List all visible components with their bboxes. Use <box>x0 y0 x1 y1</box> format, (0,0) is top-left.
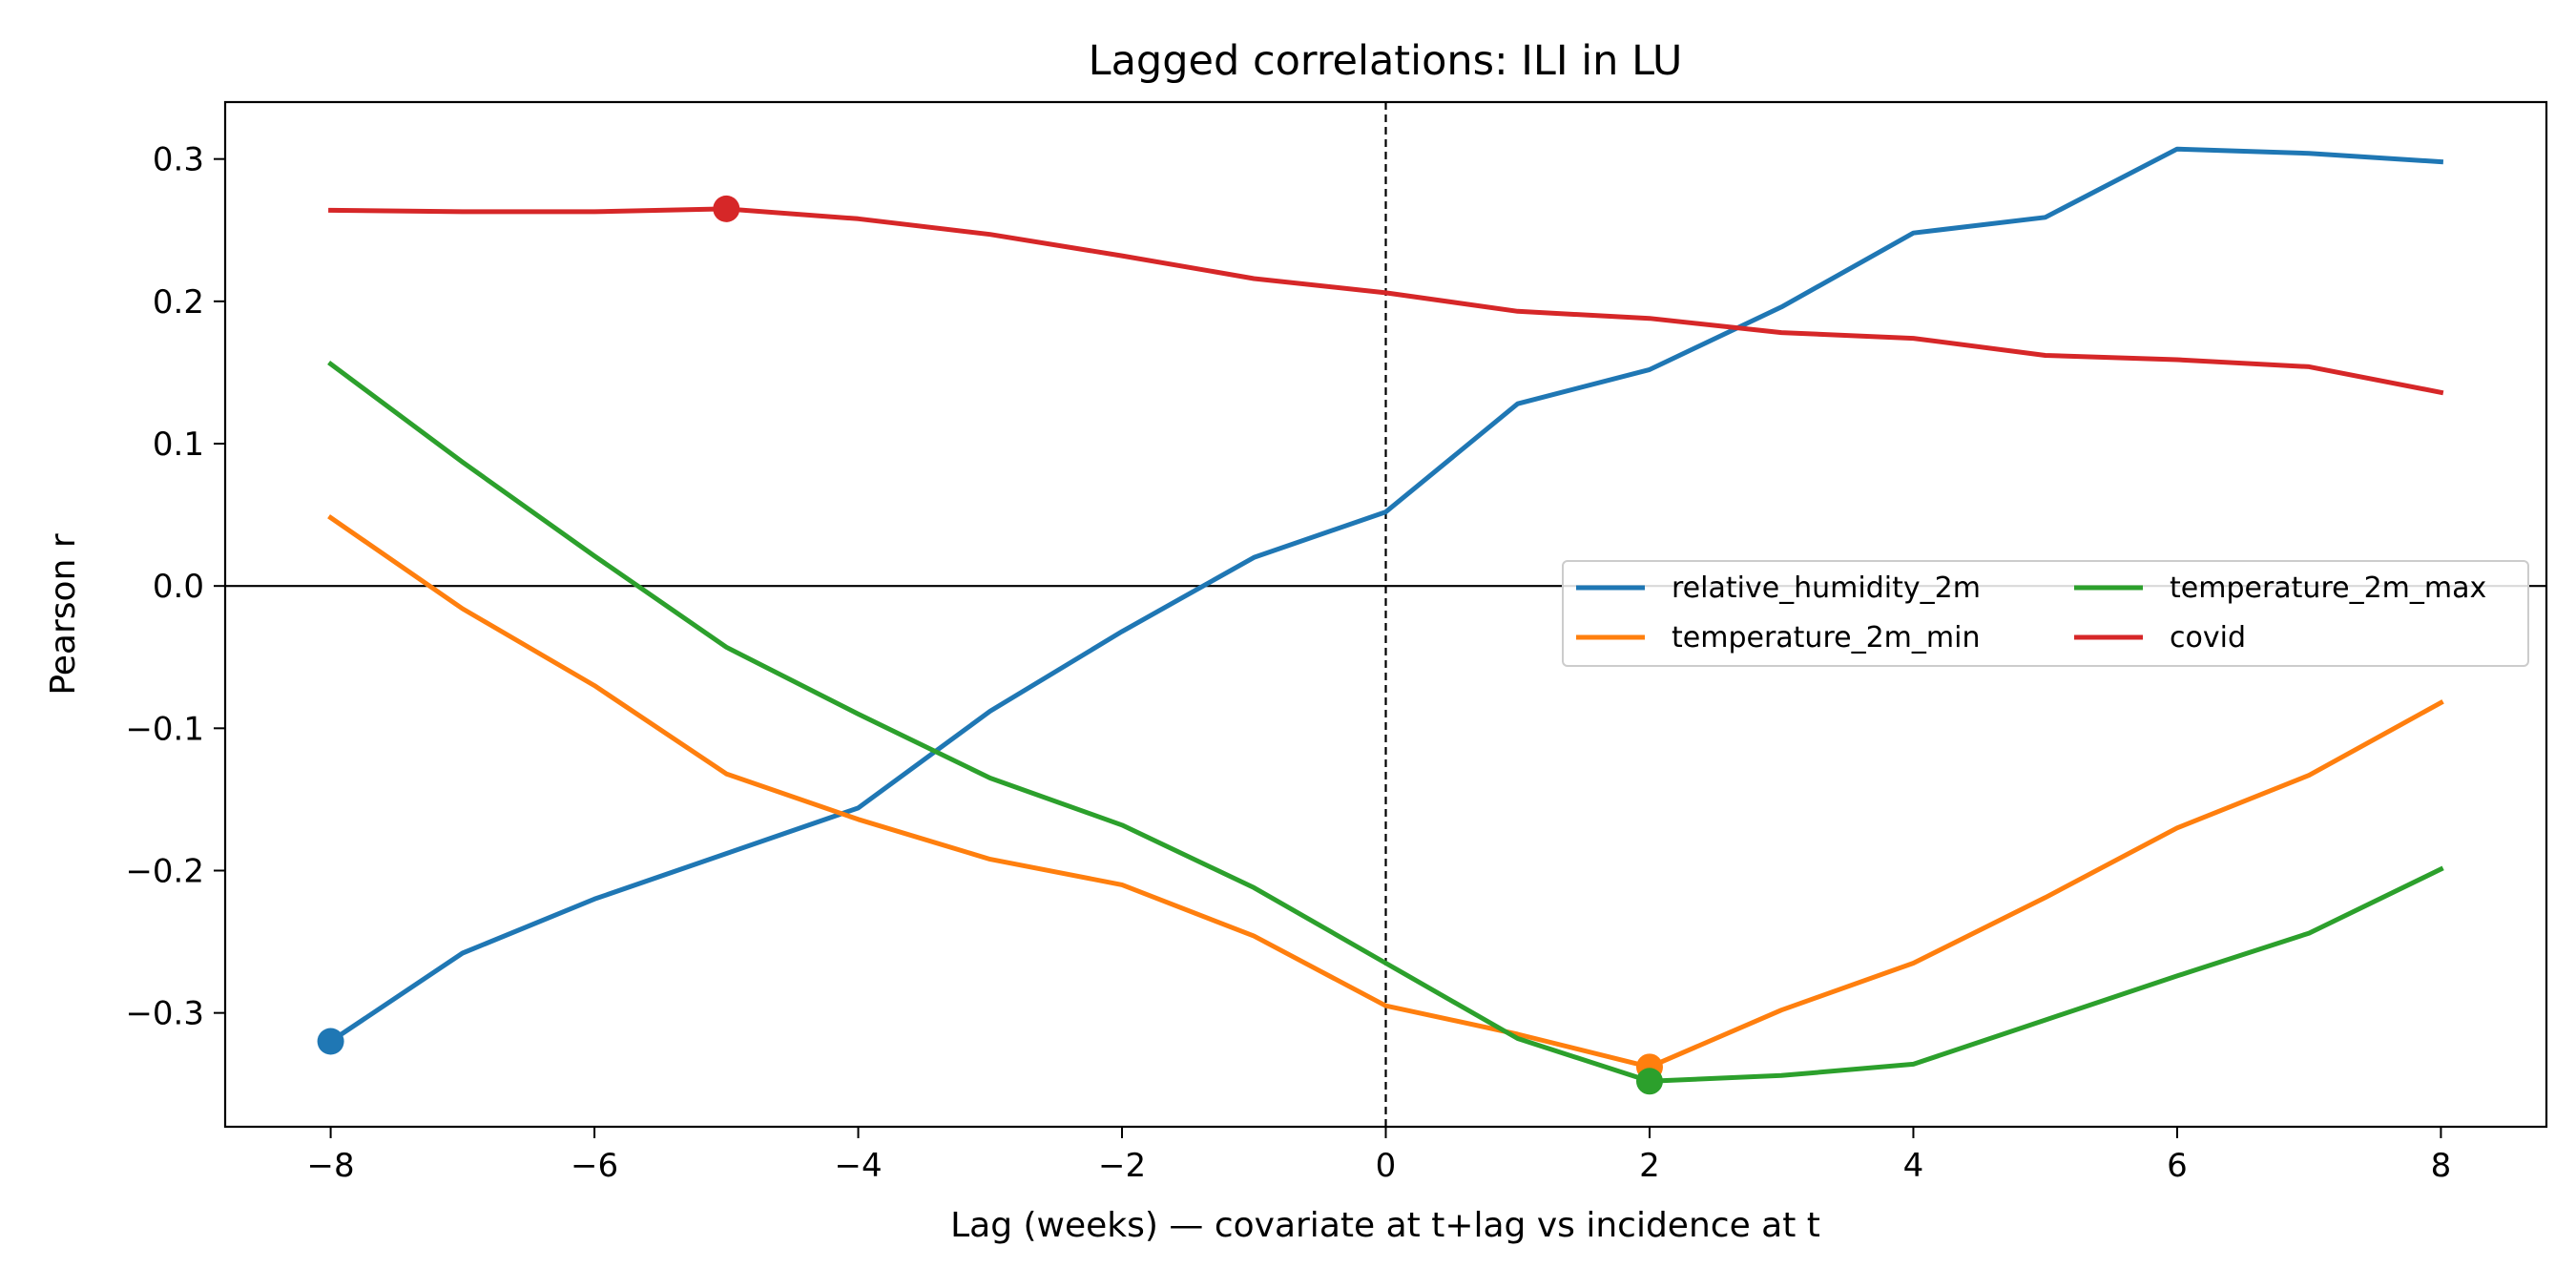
x-tick-label: −6 <box>571 1147 618 1185</box>
peak-marker-relative_humidity_2m <box>317 1028 344 1055</box>
x-tick-label: 8 <box>2431 1147 2452 1185</box>
y-tick-label: 0.0 <box>153 568 204 606</box>
x-tick-label: −4 <box>834 1147 882 1185</box>
legend-label-temperature_2m_max: temperature_2m_max <box>2170 571 2486 605</box>
y-tick-label: −0.1 <box>125 710 204 748</box>
chart-title: Lagged correlations: ILI in LU <box>1089 37 1683 85</box>
x-axis-ticks: −8 −6 −4 −2 0 2 4 6 8 <box>307 1127 2452 1185</box>
legend-label-covid: covid <box>2170 621 2246 654</box>
x-axis-label: Lag (weeks) — covariate at t+lag vs inci… <box>950 1206 1820 1245</box>
y-tick-label: 0.1 <box>153 426 204 464</box>
y-tick-label: 0.2 <box>153 283 204 322</box>
legend-label-temperature_2m_min: temperature_2m_min <box>1672 621 1980 654</box>
x-tick-label: 4 <box>1903 1147 1924 1185</box>
chart-legend: relative_humidity_2m temperature_2m_min te… <box>1562 560 2529 667</box>
legend-box <box>1562 560 2529 667</box>
peak-marker-covid <box>713 195 740 222</box>
x-tick-label: 2 <box>1639 1147 1660 1185</box>
plot-area <box>225 102 2546 1127</box>
y-axis-label: Pearson r <box>44 533 83 695</box>
y-tick-label: 0.3 <box>153 141 204 179</box>
y-axis-ticks: −0.3 −0.2 −0.1 0.0 0.1 0.2 0.3 <box>125 141 225 1033</box>
peak-marker-temperature_2m_max <box>1635 1068 1663 1095</box>
series-line-covid <box>328 206 2444 396</box>
legend-label-relative_humidity_2m: relative_humidity_2m <box>1672 571 1981 605</box>
series-line-temperature_2m_min <box>327 514 2444 1070</box>
series-line-temperature_2m_max <box>327 361 2444 1084</box>
series-line-relative_humidity_2m <box>327 146 2444 1045</box>
x-tick-label: −8 <box>307 1147 355 1185</box>
x-tick-label: 0 <box>1376 1147 1397 1185</box>
x-tick-label: −2 <box>1098 1147 1146 1185</box>
x-tick-label: 6 <box>2167 1147 2188 1185</box>
y-tick-label: −0.3 <box>125 995 204 1033</box>
y-tick-label: −0.2 <box>125 853 204 891</box>
